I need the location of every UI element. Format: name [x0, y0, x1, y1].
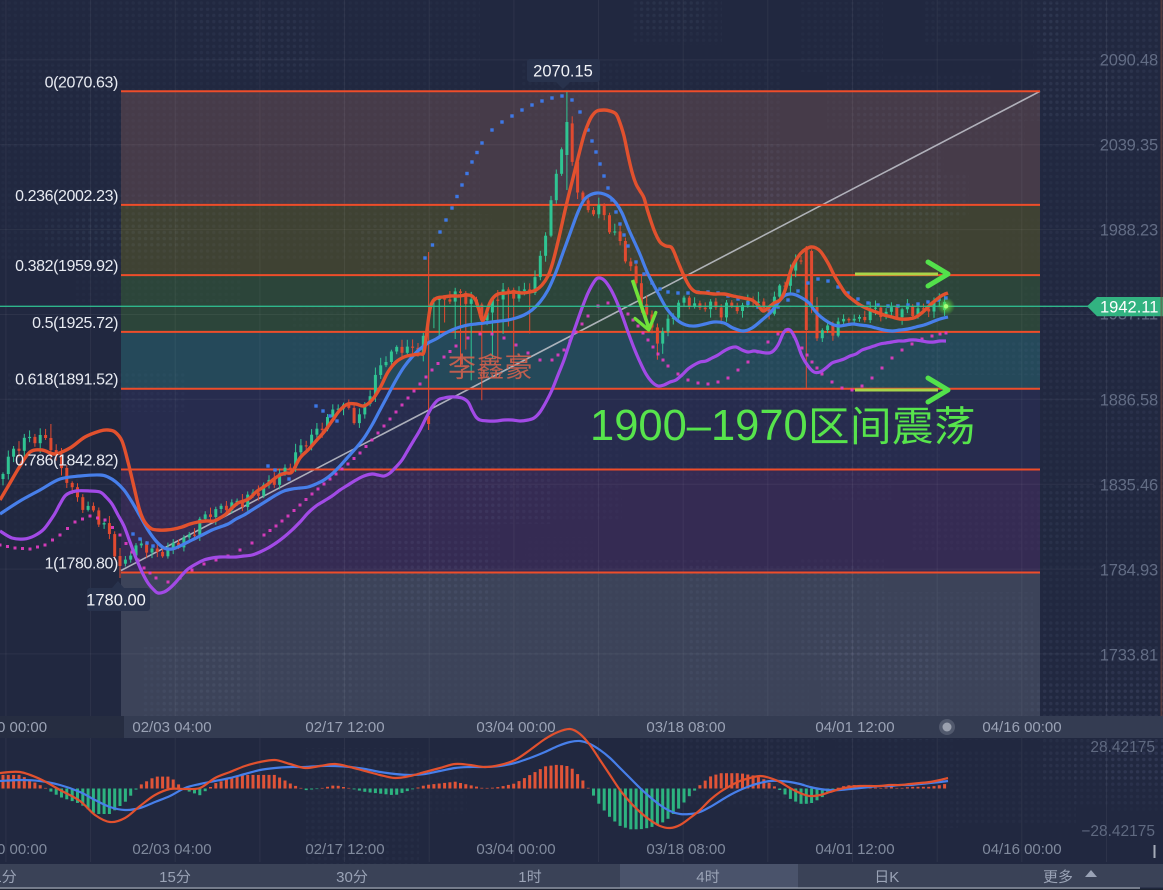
svg-text:2070.15: 2070.15 — [533, 63, 593, 81]
svg-text:02/17 12:00: 02/17 12:00 — [305, 841, 384, 858]
svg-text:1784.93: 1784.93 — [1100, 562, 1158, 580]
svg-text:1988.23: 1988.23 — [1100, 222, 1158, 240]
svg-text:5: 5 — [168, 869, 176, 886]
svg-text:1835.46: 1835.46 — [1100, 477, 1158, 495]
svg-text:K: K — [889, 869, 899, 886]
svg-text:04/01 12:00: 04/01 12:00 — [815, 719, 894, 736]
svg-text:1: 1 — [518, 869, 526, 886]
svg-text:3: 3 — [336, 869, 344, 886]
svg-text:1886.58: 1886.58 — [1100, 392, 1158, 410]
svg-text:0.786(1842.82): 0.786(1842.82) — [15, 453, 118, 470]
svg-text:04/01 12:00: 04/01 12:00 — [815, 841, 894, 858]
svg-text:−28.42175: −28.42175 — [1081, 823, 1155, 840]
svg-text:1(1780.80): 1(1780.80) — [45, 556, 118, 573]
svg-text:0.236(2002.23): 0.236(2002.23) — [15, 188, 118, 205]
svg-text:04/16 00:00: 04/16 00:00 — [982, 841, 1061, 858]
svg-text:02/03 04:00: 02/03 04:00 — [132, 841, 211, 858]
svg-text:0(2070.63): 0(2070.63) — [45, 74, 118, 91]
svg-text:0.382(1959.92): 0.382(1959.92) — [15, 258, 118, 275]
svg-text:1780.00: 1780.00 — [86, 592, 146, 610]
svg-text:0: 0 — [345, 869, 353, 886]
svg-text:03/04 00:00: 03/04 00:00 — [476, 719, 555, 736]
svg-text:02/03 04:00: 02/03 04:00 — [132, 719, 211, 736]
svg-text:0.5(1925.72): 0.5(1925.72) — [32, 315, 118, 332]
svg-text:0 00:00: 0 00:00 — [0, 719, 47, 736]
svg-text:03/04 00:00: 03/04 00:00 — [476, 841, 555, 858]
svg-text:03/18 08:00: 03/18 08:00 — [646, 719, 725, 736]
svg-text:4: 4 — [696, 869, 704, 886]
svg-text:0 00:00: 0 00:00 — [0, 841, 47, 858]
svg-text:0.618(1891.52): 0.618(1891.52) — [15, 372, 118, 389]
svg-text:2039.35: 2039.35 — [1100, 137, 1158, 155]
svg-text:1942.11: 1942.11 — [1100, 299, 1158, 317]
svg-text:1: 1 — [0, 869, 2, 886]
svg-text:1733.81: 1733.81 — [1100, 647, 1158, 665]
svg-text:1900–1970: 1900–1970 — [590, 402, 808, 450]
svg-text:04/16 00:00: 04/16 00:00 — [982, 719, 1061, 736]
svg-text:1: 1 — [159, 869, 167, 886]
svg-text:03/18 08:00: 03/18 08:00 — [646, 841, 725, 858]
svg-text:28.42175: 28.42175 — [1090, 739, 1155, 756]
svg-text:02/17 12:00: 02/17 12:00 — [305, 719, 384, 736]
svg-text:2090.48: 2090.48 — [1100, 52, 1158, 70]
